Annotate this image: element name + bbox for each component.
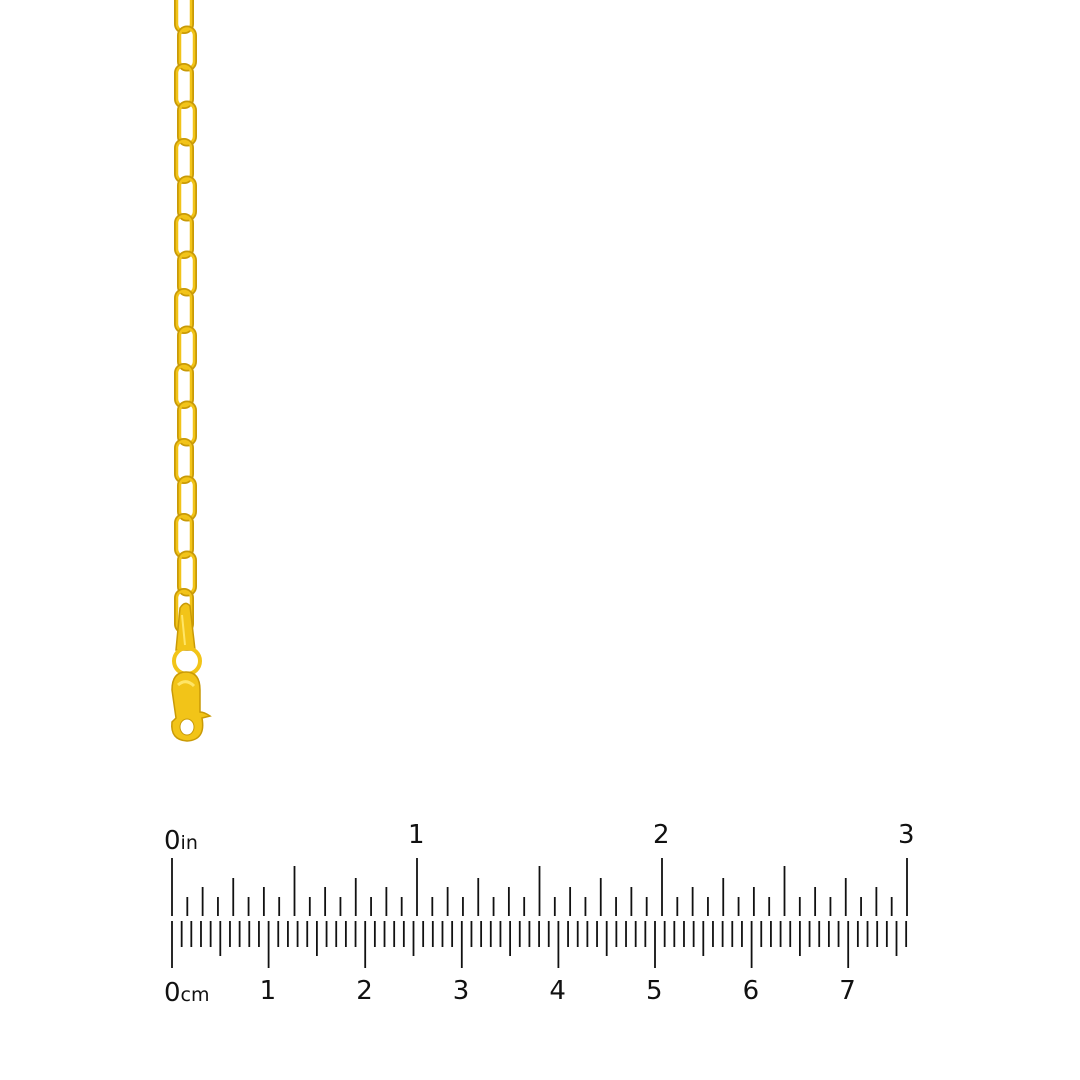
- chain-link-highlight: [175, 289, 193, 333]
- lobster-clasp: [171, 602, 212, 742]
- chain-link-highlight: [178, 552, 196, 595]
- chain-link-highlight: [178, 177, 196, 220]
- clasp-tab: [175, 602, 196, 651]
- chain-link-highlight: [178, 477, 196, 520]
- inch-zero-label: 0in: [164, 828, 198, 854]
- chain-link-highlight: [178, 102, 196, 145]
- chain-link-highlight: [175, 439, 193, 483]
- inch-zero-digit: 0: [164, 826, 181, 856]
- chain-link-highlight: [175, 64, 193, 108]
- chain-link-highlight: [178, 252, 196, 295]
- chain-link-highlight: [178, 402, 196, 445]
- clasp-highlight: [177, 680, 196, 688]
- inch-unit: in: [180, 832, 198, 854]
- chain-link-highlight: [175, 214, 193, 258]
- chain-link-highlight: [178, 327, 196, 370]
- chain-link-highlight: [175, 0, 193, 33]
- gold-chain: [174, 0, 197, 634]
- clasp-tab-highlight: [181, 614, 186, 646]
- cm-unit: cm: [180, 984, 210, 1006]
- inch-label: 3: [898, 820, 915, 850]
- clasp-opening: [179, 718, 195, 736]
- cm-label: 5: [646, 976, 663, 1006]
- cm-zero-digit: 0: [164, 978, 181, 1008]
- cm-label: 1: [259, 976, 277, 1006]
- cm-label: 4: [549, 976, 566, 1006]
- chain-link-highlight: [175, 364, 193, 408]
- cm-label: 6: [742, 976, 760, 1006]
- chain-link-highlight: [175, 514, 193, 558]
- cm-label: 3: [452, 976, 470, 1006]
- cm-zero-label: 0cm: [164, 980, 210, 1006]
- inch-label: 2: [653, 820, 670, 850]
- cm-label: 7: [839, 976, 856, 1006]
- jump-ring: [172, 646, 202, 676]
- chain-link-highlight: [175, 139, 193, 183]
- chain-link-highlight: [178, 27, 196, 70]
- inch-label: 1: [408, 820, 425, 850]
- cm-label: 2: [356, 976, 373, 1006]
- ruler: [171, 858, 908, 968]
